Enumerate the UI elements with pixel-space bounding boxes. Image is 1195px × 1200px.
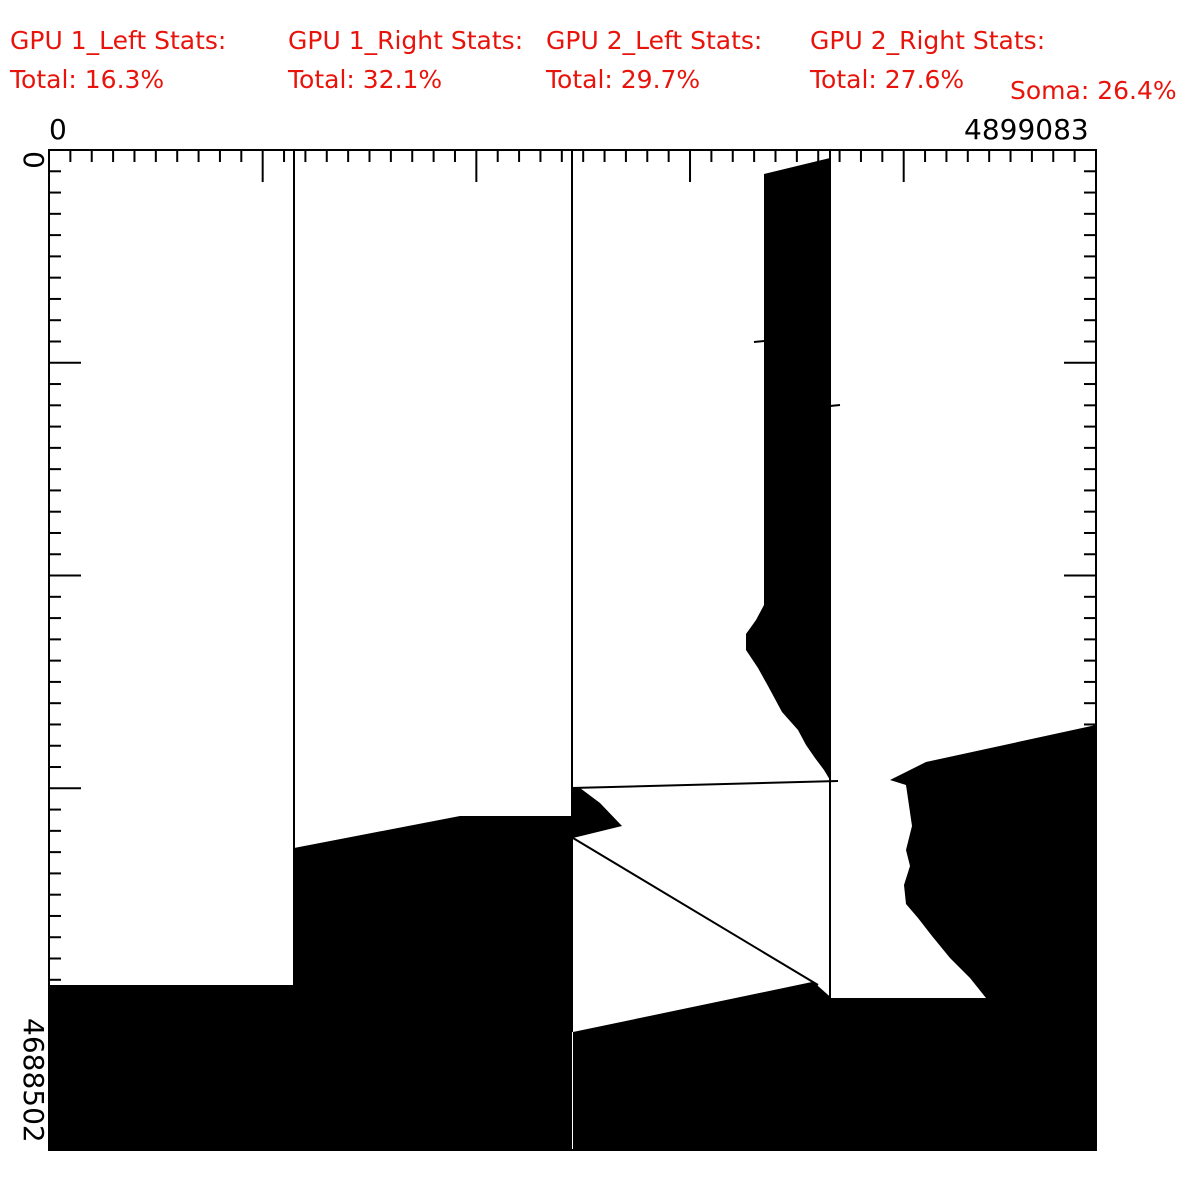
cut-line-horizontal [571,780,839,789]
cut-line-diagonal [572,837,819,986]
plot-frame [48,149,1097,1151]
gpu1-right-stats-title: GPU 1_Right Stats: [288,26,524,55]
gpu2-left-filled-region [573,982,830,1150]
gpu1-left-stats-title: GPU 1_Left Stats: [10,26,227,55]
stub-line-1 [753,340,765,343]
x-axis-max-label: 4899083 [964,113,1089,146]
gpu1-left-stats-total: Total: 16.3% [10,65,165,94]
gpu2-left-notch-region [573,788,622,838]
x-axis-min-label: 0 [49,113,67,146]
stub-line-2 [829,404,841,407]
gpu2-left-stats-title: GPU 2_Left Stats: [546,26,763,55]
gpu2-right-stats-total: Total: 27.6% [810,65,965,94]
cut-line-short [811,981,831,999]
gpu1-right-stats-total: Total: 32.1% [288,65,443,94]
axis-ticks [48,149,1097,1151]
gpu2-right-filled-region [830,725,1096,1150]
soma-stat: Soma: 26.4% [1010,76,1177,105]
gpu1-right-filled-region [294,816,572,1150]
gpu2-left-stats-total: Total: 29.7% [546,65,701,94]
gpu2-left-top-filled-region [746,158,830,780]
gpu2-right-stats-title: GPU 2_Right Stats: [810,26,1046,55]
gpu1-left-filled-region [49,985,294,1150]
